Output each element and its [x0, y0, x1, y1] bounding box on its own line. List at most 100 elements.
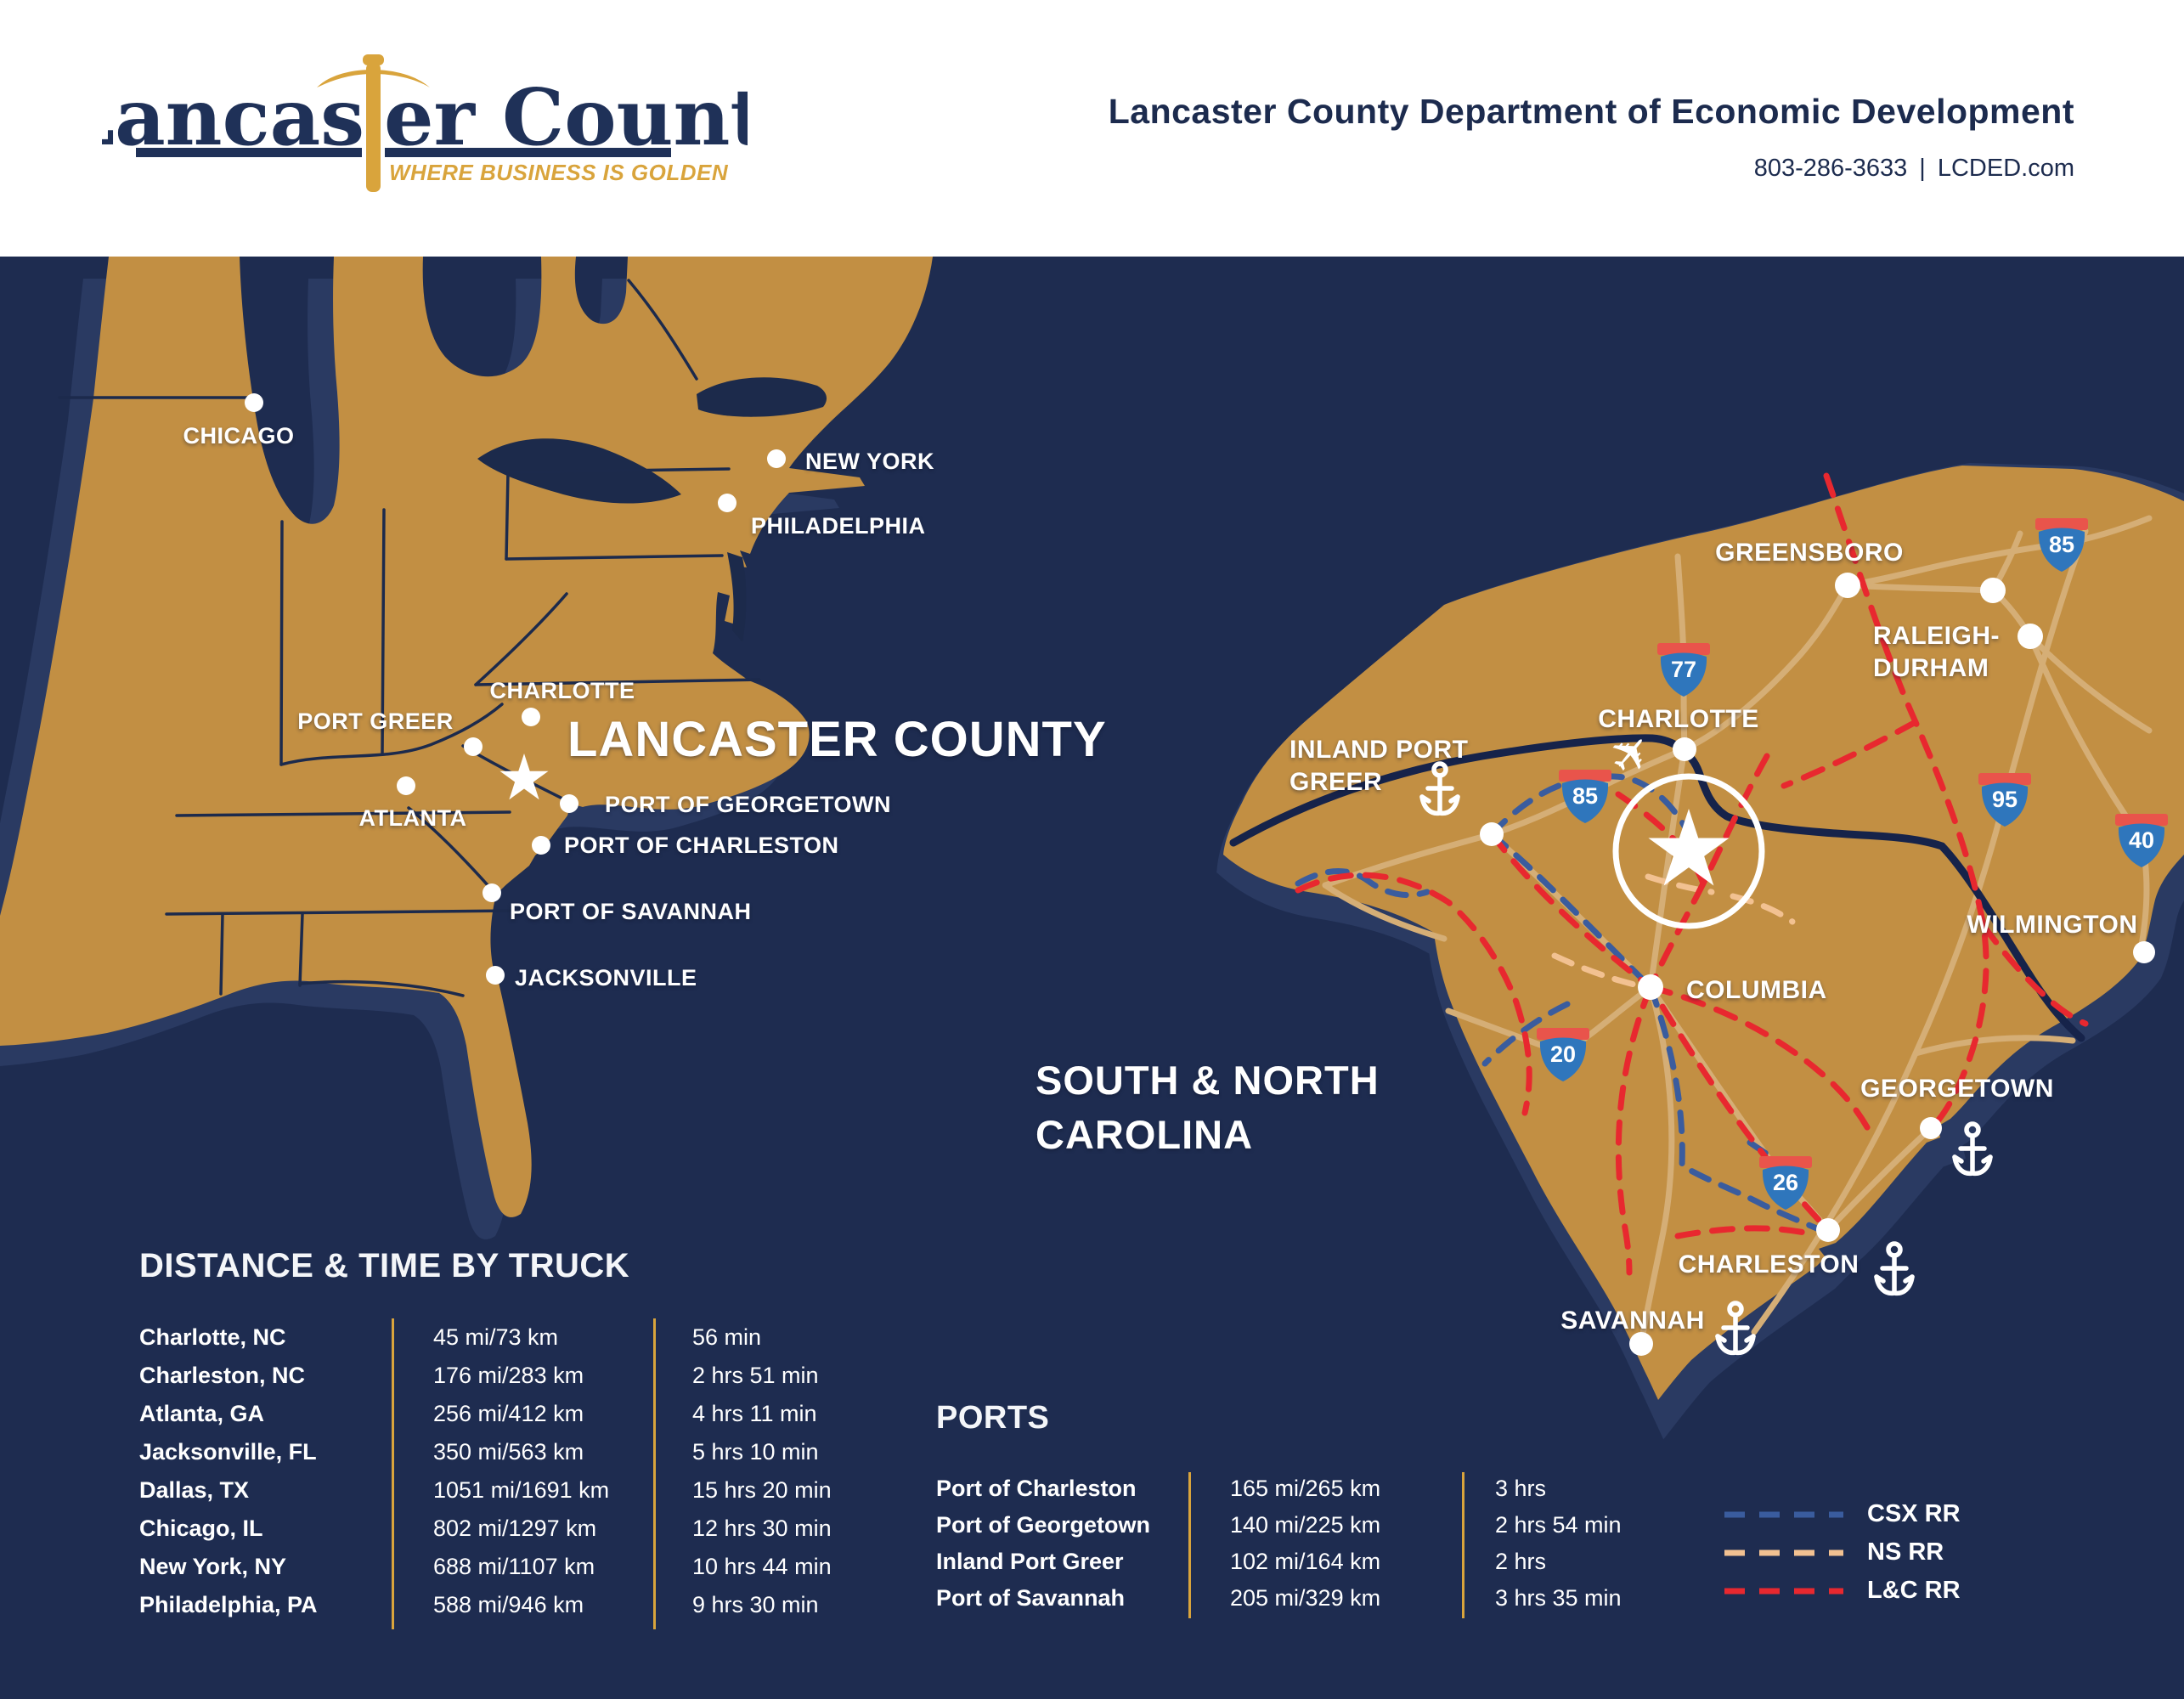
- label-wilmington: WILMINGTON: [1967, 911, 2137, 939]
- table-row: Port of Savannah 205 mi/329 km 3 hrs 35 …: [936, 1580, 1701, 1617]
- label-charlotte: CHARLOTTE: [490, 678, 635, 703]
- port-name: Port of Georgetown: [936, 1512, 1150, 1538]
- truck-time: 2 hrs 51 min: [692, 1363, 819, 1388]
- port-name: Port of Charleston: [936, 1476, 1137, 1501]
- label-region-line2: CAROLINA: [1036, 1112, 1253, 1157]
- phone-number: 803-286-3633: [1753, 155, 1908, 182]
- table-row: Port of Charleston 165 mi/265 km 3 hrs: [936, 1470, 1701, 1507]
- legend-label-lc: L&C RR: [1867, 1577, 1961, 1604]
- lake-ontario: [697, 377, 827, 417]
- dot-georgetown: [1920, 1117, 1942, 1139]
- label-jacksonville: JACKSONVILLE: [515, 965, 697, 991]
- port-distance: 140 mi/225 km: [1230, 1512, 1381, 1538]
- port-time: 3 hrs: [1495, 1476, 1547, 1501]
- dot-new-york: [767, 449, 786, 468]
- truck-city: Chicago, IL: [139, 1516, 263, 1541]
- dot-inland-port-greer: [1480, 822, 1504, 846]
- table-row: Charleston, NC 176 mi/283 km 2 hrs 51 mi…: [139, 1357, 955, 1395]
- dot-charleston: [1816, 1218, 1840, 1242]
- website-link[interactable]: LCDED.com: [1937, 155, 2074, 182]
- dot-charlotte: [522, 708, 540, 726]
- port-distance: 165 mi/265 km: [1230, 1476, 1381, 1501]
- dot-port-greer: [464, 737, 483, 756]
- table-row: Port of Georgetown 140 mi/225 km 2 hrs 5…: [936, 1507, 1701, 1544]
- ports-table-divider-1: [1188, 1472, 1191, 1618]
- dot-savannah: [1629, 1332, 1653, 1356]
- svg-text:85: 85: [1572, 783, 1598, 809]
- label-charleston: CHARLESTON: [1679, 1250, 1860, 1278]
- label-columbia: COLUMBIA: [1686, 976, 1827, 1004]
- logo-underline-right: [385, 148, 671, 157]
- label-port-of-georgetown: PORT OF GEORGETOWN: [605, 792, 891, 817]
- truck-city: New York, NY: [139, 1554, 287, 1579]
- svg-text:20: 20: [1550, 1041, 1576, 1067]
- interstate-shield-85-nc: 85: [2035, 518, 2088, 572]
- truck-city: Philadelphia, PA: [139, 1592, 318, 1617]
- dot-chicago: [245, 393, 263, 412]
- lc-line-swatch: [1724, 1588, 1843, 1594]
- label-atlanta: ATLANTA: [359, 805, 467, 831]
- label-new-york: NEW YORK: [805, 449, 934, 474]
- svg-text:85: 85: [2049, 532, 2074, 557]
- truck-distance: 688 mi/1107 km: [433, 1554, 595, 1579]
- pickaxe-icon: [317, 54, 430, 192]
- dot-jacksonville: [486, 966, 505, 985]
- truck-time: 4 hrs 11 min: [692, 1401, 817, 1426]
- nc-sc-border-line: [1229, 734, 2085, 1042]
- page-title: Lancaster County Department of Economic …: [1108, 92, 2074, 131]
- contact-line: 803-286-3633 | LCDED.com: [1754, 155, 2074, 183]
- dot-philadelphia: [718, 494, 736, 512]
- svg-text:77: 77: [1671, 657, 1696, 682]
- state-map: 77 85 85 95 40 20 26 ✈: [1036, 466, 2184, 1412]
- truck-time: 12 hrs 30 min: [692, 1516, 832, 1541]
- dot-raleigh-durham-1: [1980, 578, 2006, 603]
- dot-greensboro: [1835, 573, 1860, 598]
- truck-table-heading: DISTANCE & TIME BY TRUCK: [139, 1247, 630, 1284]
- lancaster-county-logo: Lancas er County WHERE BUSINESS IS GOLDE…: [102, 54, 748, 192]
- port-distance: 205 mi/329 km: [1230, 1585, 1381, 1611]
- truck-time: 10 hrs 44 min: [692, 1554, 832, 1579]
- table-row: Atlanta, GA 256 mi/412 km 4 hrs 11 min: [139, 1395, 955, 1433]
- table-row: New York, NY 688 mi/1107 km 10 hrs 44 mi…: [139, 1548, 955, 1586]
- contact-divider: |: [1919, 155, 1926, 182]
- label-georgetown: GEORGETOWN: [1860, 1075, 2054, 1103]
- port-distance: 102 mi/164 km: [1230, 1549, 1381, 1574]
- ports-table-heading: PORTS: [936, 1400, 1050, 1436]
- port-name: Port of Savannah: [936, 1585, 1126, 1611]
- truck-table-divider-2: [653, 1318, 656, 1629]
- port-name: Inland Port Greer: [936, 1549, 1124, 1574]
- label-raleigh-durham-line1: RALEIGH-: [1873, 622, 2000, 650]
- truck-distance: 45 mi/73 km: [433, 1324, 559, 1350]
- legend-row-csx: CSX RR: [1724, 1495, 1961, 1533]
- ports-table: PORTS Port of Charleston 165 mi/265 km 3…: [936, 1400, 1701, 1611]
- label-lancaster-county: LANCASTER COUNTY: [567, 712, 1107, 767]
- table-row: Chicago, IL 802 mi/1297 km 12 hrs 30 min: [139, 1510, 955, 1548]
- table-row: Jacksonville, FL 350 mi/563 km 5 hrs 10 …: [139, 1433, 955, 1471]
- truck-city: Jacksonville, FL: [139, 1439, 317, 1465]
- page-header: Lancas er County WHERE BUSINESS IS GOLDE…: [0, 0, 2184, 257]
- csx-line-swatch: [1724, 1511, 1843, 1517]
- railroad-legend: CSX RR NS RR L&C RR: [1724, 1495, 1961, 1610]
- ports-table-divider-2: [1462, 1472, 1464, 1618]
- truck-city: Dallas, TX: [139, 1477, 250, 1503]
- interstate-shield-85-sc: 85: [1559, 770, 1611, 823]
- table-row: Philadelphia, PA 588 mi/946 km 9 hrs 30 …: [139, 1586, 955, 1624]
- railroad-lc: [1295, 472, 2089, 1276]
- regional-map: CHICAGO NEW YORK PHILADELPHIA CHARLOTTE …: [0, 257, 1107, 1239]
- truck-distance: 1051 mi/1691 km: [433, 1477, 610, 1503]
- truck-time: 9 hrs 30 min: [692, 1592, 819, 1617]
- dot-wilmington: [2133, 941, 2155, 963]
- dot-charlotte-nc: [1673, 737, 1696, 761]
- label-region-line1: SOUTH & NORTH: [1036, 1058, 1380, 1103]
- dot-port-of-charleston: [532, 836, 550, 855]
- truck-distance: 256 mi/412 km: [433, 1401, 584, 1426]
- interstate-shield-95: 95: [1978, 773, 2031, 827]
- dot-port-of-savannah: [483, 883, 501, 902]
- truck-distance: 176 mi/283 km: [433, 1363, 584, 1388]
- truck-time: 56 min: [692, 1324, 762, 1350]
- interstate-shield-20: 20: [1537, 1028, 1589, 1081]
- label-port-of-savannah: PORT OF SAVANNAH: [510, 899, 752, 924]
- port-time: 3 hrs 35 min: [1495, 1585, 1622, 1611]
- port-time: 2 hrs: [1495, 1549, 1547, 1574]
- label-raleigh-durham-line2: DURHAM: [1873, 654, 1989, 682]
